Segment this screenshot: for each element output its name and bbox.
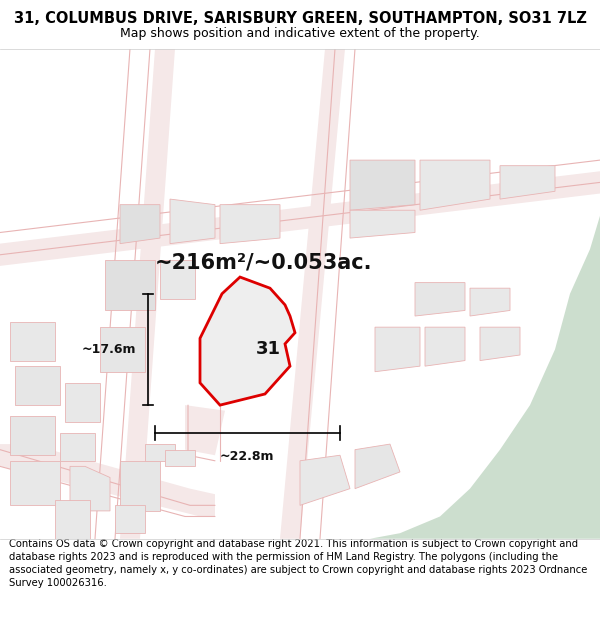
Polygon shape <box>420 160 490 210</box>
Polygon shape <box>10 461 60 506</box>
Polygon shape <box>55 500 90 539</box>
Polygon shape <box>0 171 600 266</box>
Polygon shape <box>65 383 100 422</box>
Polygon shape <box>170 199 215 244</box>
Polygon shape <box>200 277 295 405</box>
Polygon shape <box>355 444 400 489</box>
Polygon shape <box>375 327 420 372</box>
Polygon shape <box>120 49 175 539</box>
Polygon shape <box>340 216 600 539</box>
Polygon shape <box>105 261 155 311</box>
Polygon shape <box>185 405 225 455</box>
Polygon shape <box>425 327 465 366</box>
Text: 31: 31 <box>256 341 281 358</box>
Polygon shape <box>415 282 465 316</box>
Polygon shape <box>480 327 520 361</box>
Text: ~216m²/~0.053ac.: ~216m²/~0.053ac. <box>155 253 373 272</box>
Polygon shape <box>280 49 345 539</box>
Polygon shape <box>160 261 195 299</box>
Text: Contains OS data © Crown copyright and database right 2021. This information is : Contains OS data © Crown copyright and d… <box>9 539 587 588</box>
Text: 31, COLUMBUS DRIVE, SARISBURY GREEN, SOUTHAMPTON, SO31 7LZ: 31, COLUMBUS DRIVE, SARISBURY GREEN, SOU… <box>14 11 586 26</box>
Polygon shape <box>350 210 415 238</box>
Text: ~22.8m: ~22.8m <box>220 449 274 462</box>
Polygon shape <box>165 449 195 466</box>
Polygon shape <box>70 466 110 511</box>
Polygon shape <box>300 455 350 506</box>
Polygon shape <box>10 322 55 361</box>
Polygon shape <box>145 444 175 461</box>
Polygon shape <box>60 433 95 461</box>
Polygon shape <box>500 166 555 199</box>
Polygon shape <box>120 461 160 511</box>
Polygon shape <box>220 204 280 244</box>
Polygon shape <box>0 444 215 516</box>
Text: Map shows position and indicative extent of the property.: Map shows position and indicative extent… <box>120 27 480 40</box>
Polygon shape <box>350 160 415 210</box>
Polygon shape <box>10 416 55 455</box>
Text: ~17.6m: ~17.6m <box>82 343 136 356</box>
Polygon shape <box>470 288 510 316</box>
Polygon shape <box>120 204 160 244</box>
Polygon shape <box>15 366 60 405</box>
Polygon shape <box>100 327 145 372</box>
Polygon shape <box>115 506 145 533</box>
